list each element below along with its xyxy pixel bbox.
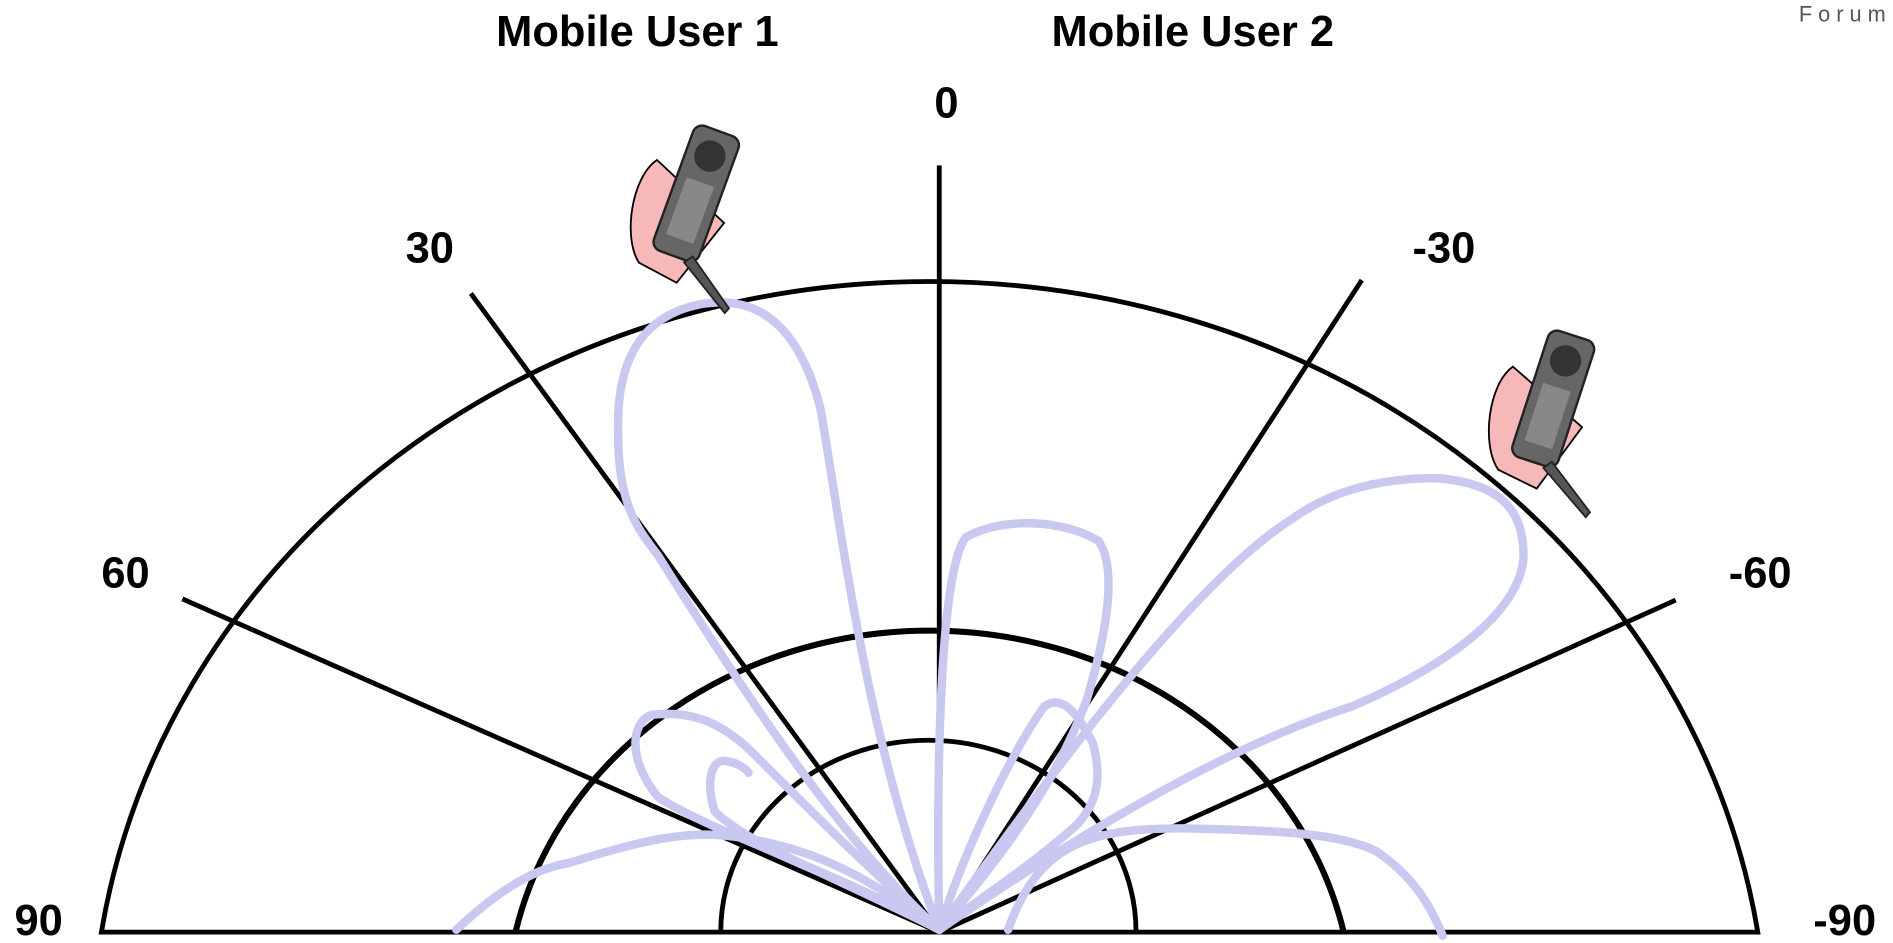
middle-arc — [516, 631, 1344, 933]
angle-label: 30 — [406, 225, 454, 273]
side-lobe — [1008, 828, 1443, 935]
beam-pattern — [456, 302, 1523, 935]
diagram: Mobile User 1 Mobile User 2 F o r u m 0 … — [0, 0, 1893, 943]
angle-label: -90 — [1813, 897, 1876, 943]
user2-title: Mobile User 2 — [1052, 8, 1335, 56]
angle-label: 60 — [101, 549, 149, 597]
angle-label: 0 — [934, 80, 958, 128]
angle-label: -60 — [1729, 549, 1792, 597]
phone-icon — [608, 112, 785, 314]
page: Mobile User 1 Mobile User 2 F o r u m 0 … — [0, 0, 1893, 943]
polar-grid — [101, 165, 1757, 932]
user1-title: Mobile User 1 — [496, 8, 779, 56]
angle-label: 90 — [14, 897, 62, 943]
phone-icon — [1467, 318, 1640, 518]
angle-label: -30 — [1412, 225, 1475, 273]
logo-text: F o r u m — [1799, 2, 1886, 27]
